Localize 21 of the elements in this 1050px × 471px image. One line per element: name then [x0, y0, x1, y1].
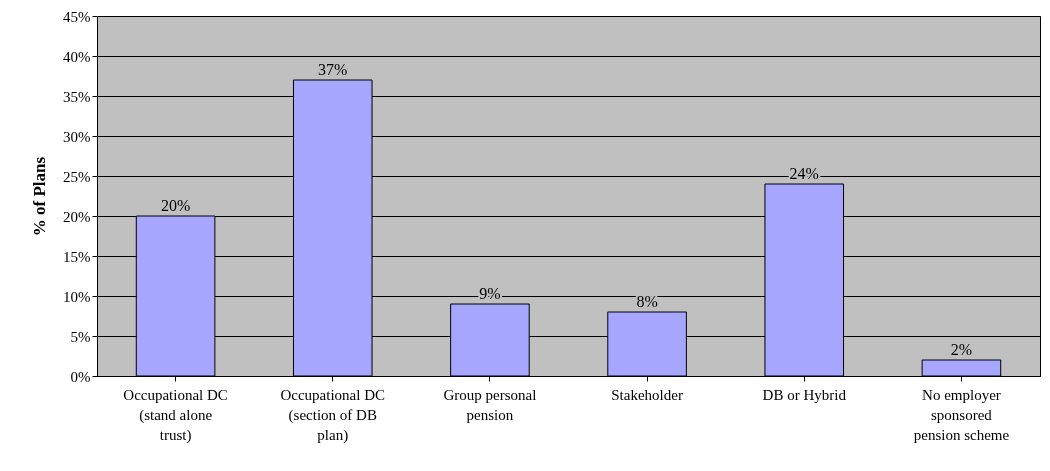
y-axis-title: % of Plans: [30, 156, 49, 237]
y-tick-label: 30%: [63, 128, 91, 145]
y-tick-label: 25%: [63, 168, 91, 185]
y-tick-label: 10%: [63, 288, 91, 305]
data-label: 8%: [636, 293, 658, 310]
x-tick-label: Group personal pension: [443, 386, 537, 423]
data-label: 20%: [160, 197, 191, 214]
x-tick-label: Occupational DC (stand alone trust): [123, 386, 228, 444]
y-tick-label: 5%: [70, 328, 91, 345]
y-tick-label: 35%: [63, 88, 91, 105]
y-tick-label: 20%: [63, 208, 91, 225]
y-tick-label: 40%: [63, 48, 91, 65]
data-label: 2%: [950, 341, 973, 358]
x-tick-label: DB or Hybrid: [762, 386, 847, 403]
data-label: 37%: [318, 61, 348, 78]
x-tick-label: Occupational DC (section of DB plan): [280, 386, 386, 444]
y-tick-label: 15%: [63, 248, 91, 265]
y-tick-label: 0%: [70, 368, 91, 385]
x-tick-label: Stakeholder: [611, 386, 683, 403]
x-tick-label: No employer sponsored pension scheme: [913, 386, 1010, 443]
y-tick-label: 45%: [63, 8, 91, 25]
